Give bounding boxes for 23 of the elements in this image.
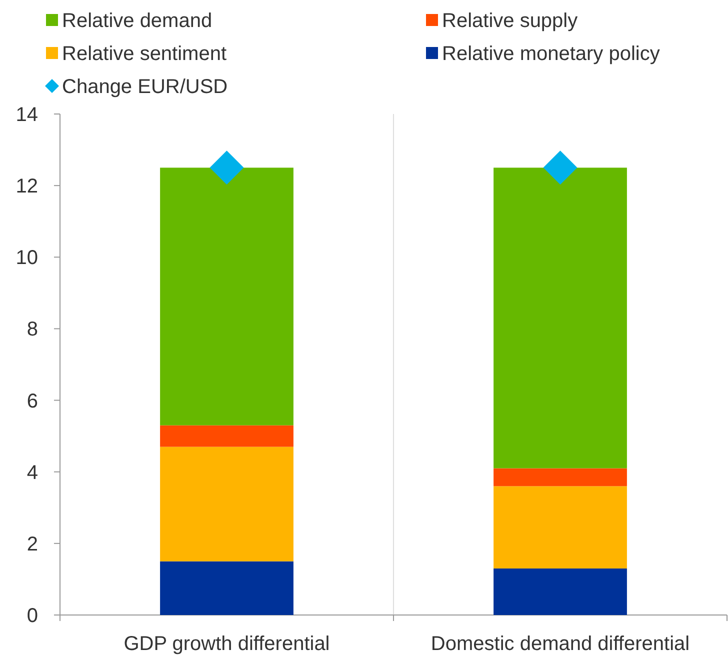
bar bbox=[160, 561, 294, 615]
y-tick-label: 4 bbox=[26, 462, 38, 484]
legend-label: Relative supply bbox=[442, 10, 578, 32]
legend-label: Relative sentiment bbox=[62, 43, 227, 65]
bar bbox=[494, 168, 627, 468]
bar bbox=[160, 168, 294, 426]
y-tick-label: 6 bbox=[26, 390, 38, 412]
x-tick-label: GDP growth differential bbox=[124, 633, 330, 655]
y-tick-label: 14 bbox=[16, 104, 38, 126]
bar bbox=[160, 425, 294, 447]
y-tick-label: 8 bbox=[26, 318, 38, 341]
x-tick-label: Domestic demand differential bbox=[430, 633, 690, 655]
y-tick-label: 10 bbox=[16, 247, 38, 270]
y-tick-label: 0 bbox=[26, 605, 38, 627]
legend-label: Change EUR/USD bbox=[62, 76, 228, 98]
bar bbox=[494, 486, 627, 568]
bar bbox=[160, 446, 294, 562]
bar bbox=[494, 568, 627, 615]
bar bbox=[494, 468, 627, 486]
legend-label: Relative monetary policy bbox=[442, 43, 660, 65]
legend-label: Relative demand bbox=[62, 10, 212, 32]
y-tick-label: 2 bbox=[26, 533, 38, 556]
y-tick-label: 12 bbox=[16, 176, 38, 198]
